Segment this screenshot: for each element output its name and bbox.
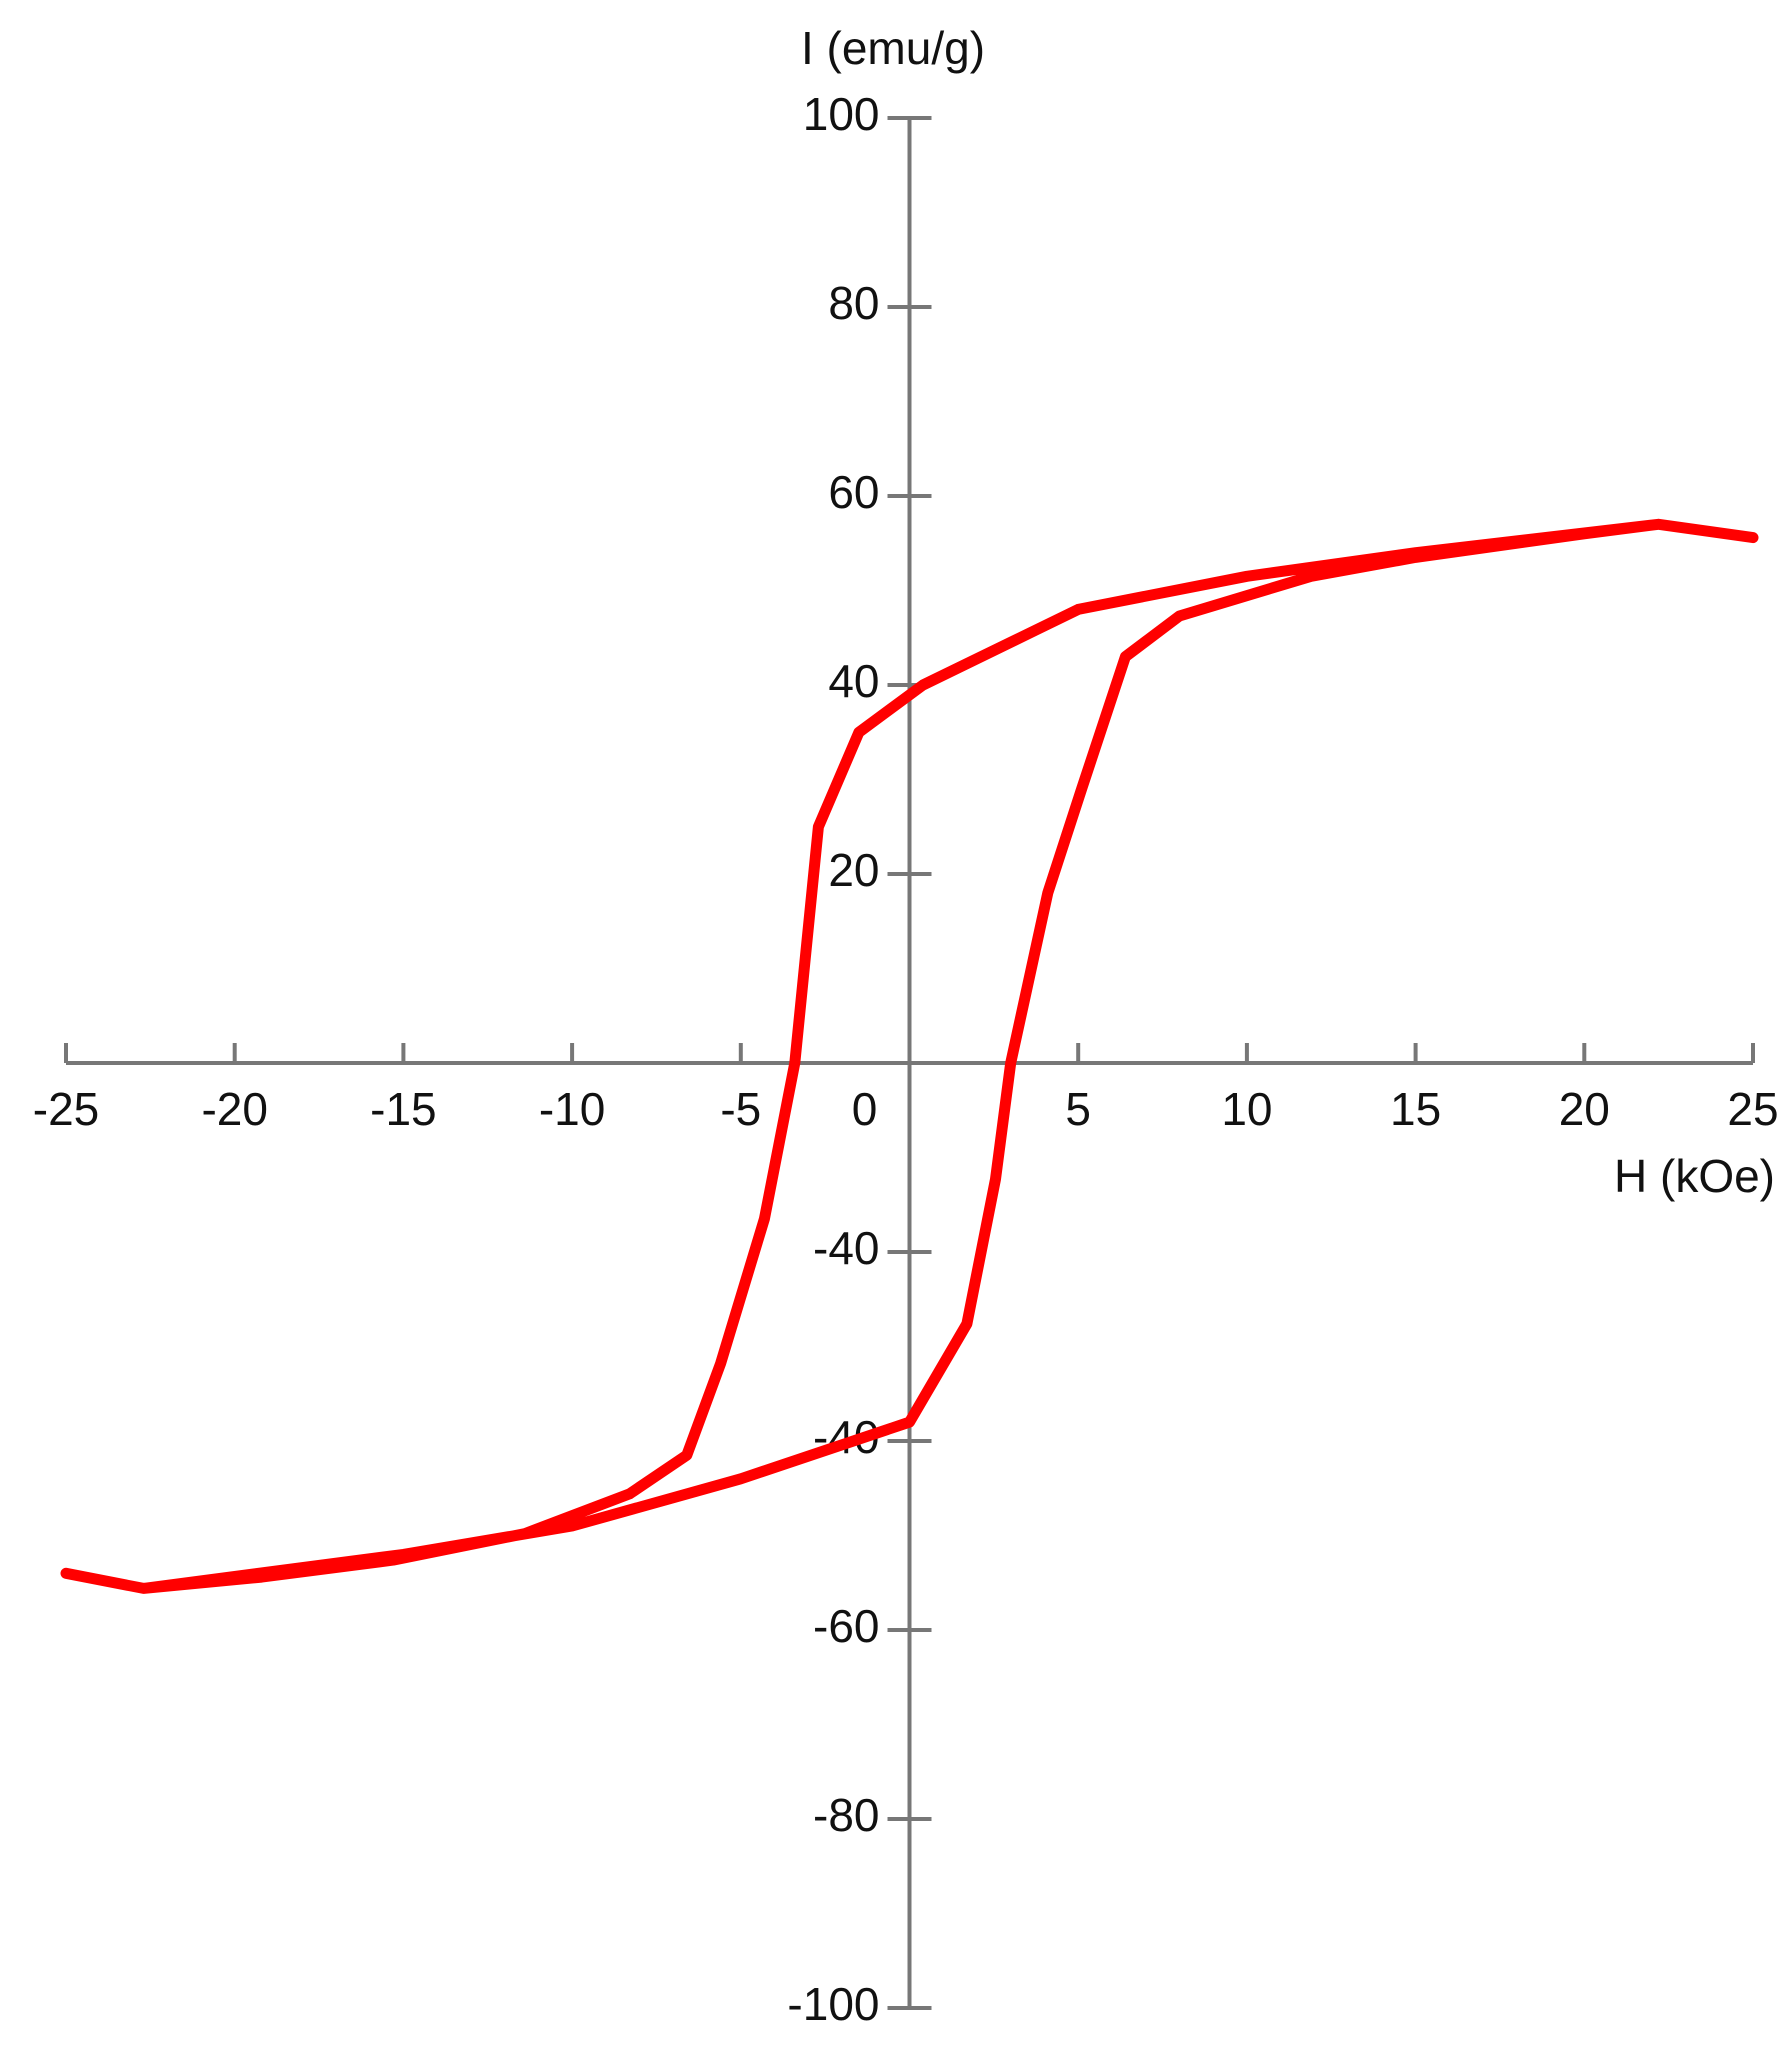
x-tick-label: -20 [201,1083,267,1135]
x-axis-label: H (kOe) [1614,1150,1775,1202]
x-tick-label: -25 [33,1083,99,1135]
y-tick-label: 100 [803,88,880,140]
y-tick-label: 20 [828,844,879,896]
y-tick-label: 40 [828,655,879,707]
x-tick-label: 15 [1390,1083,1441,1135]
data-line [60,518,1759,1594]
x-tick-label: -5 [720,1083,761,1135]
x-tick-label: -10 [539,1083,605,1135]
y-tick-label: 80 [828,277,879,329]
y-tick-label: 60 [828,466,879,518]
y-axis-label: I (emu/g) [801,22,985,74]
x-tick-label: 10 [1221,1083,1272,1135]
x-tick-label: 25 [1727,1083,1778,1135]
x-tick-label: 5 [1065,1083,1091,1135]
y-tick-label: -100 [787,1978,879,2030]
x-tick-label: 0 [852,1083,878,1135]
y-tick-label: -60 [813,1600,879,1652]
y-tick-label: -80 [813,1789,879,1841]
x-tick-label: -15 [370,1083,436,1135]
x-tick-label: 20 [1559,1083,1610,1135]
y-tick-label: -40 [813,1222,879,1274]
